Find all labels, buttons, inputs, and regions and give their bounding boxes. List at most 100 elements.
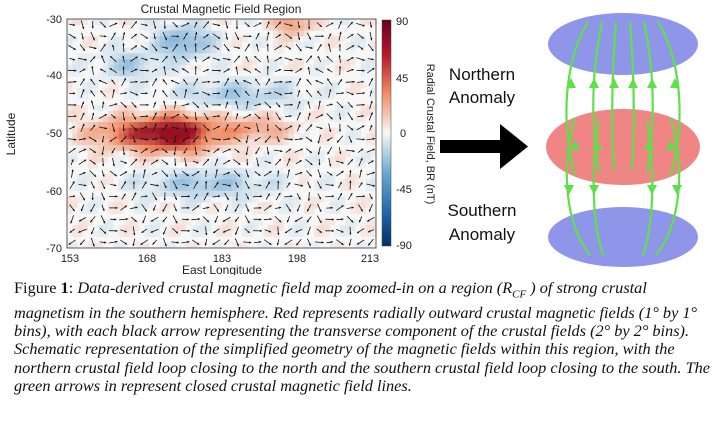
- heatmap-cell: [77, 87, 83, 94]
- field-vector-arrow: [225, 89, 229, 98]
- field-vector-arrow: [233, 55, 241, 63]
- heatmap-cell: [339, 179, 346, 186]
- field-vector-arrow: [110, 32, 116, 41]
- heatmap-cell: [345, 41, 351, 48]
- field-vector-arrow: [347, 112, 354, 121]
- heatmap-cell: [221, 173, 227, 180]
- heatmap-cell: [133, 64, 140, 71]
- heatmap-cell: [190, 190, 197, 197]
- heatmap-cell: [108, 122, 114, 129]
- field-vector-arrow: [102, 157, 105, 167]
- heatmap-cell: [195, 24, 202, 31]
- field-vector-arrow: [284, 195, 293, 198]
- heatmap-cell: [92, 207, 99, 214]
- heatmap-cell: [216, 93, 222, 100]
- heatmap-cell: [180, 179, 186, 186]
- heatmap-cell: [242, 19, 248, 26]
- field-vector-arrow: [139, 103, 149, 106]
- heatmap-cell: [288, 207, 294, 214]
- heatmap-cell: [216, 70, 222, 77]
- heatmap-cell: [67, 81, 73, 88]
- heatmap-cell: [345, 64, 351, 71]
- heatmap-cell: [77, 225, 83, 232]
- heatmap-cell: [324, 59, 330, 66]
- heatmap-cell: [365, 185, 372, 192]
- heatmap-cell: [149, 144, 155, 151]
- heatmap-cell: [139, 19, 145, 26]
- field-vector-arrow: [69, 23, 76, 26]
- field-vector-arrow: [183, 78, 188, 86]
- heatmap-cell: [211, 53, 217, 60]
- heatmap-cell: [350, 207, 356, 214]
- heatmap-cell: [350, 59, 356, 66]
- up-arrowhead-icon: [644, 140, 654, 150]
- heatmap-cell: [257, 122, 263, 129]
- heatmap-cell: [252, 225, 258, 232]
- field-vector-arrow: [263, 170, 272, 177]
- heatmap-cell: [216, 110, 222, 117]
- heatmap-cell: [133, 219, 140, 226]
- heatmap-cell: [133, 179, 140, 186]
- heatmap-cell: [170, 139, 176, 146]
- field-vector-arrow: [67, 138, 77, 141]
- heatmap-cell: [298, 30, 305, 37]
- heatmap-cell: [273, 150, 279, 157]
- field-vector-arrow: [318, 100, 321, 110]
- heatmap-cell: [236, 207, 243, 214]
- heatmap-cell: [123, 225, 130, 232]
- heatmap-cell: [319, 230, 325, 237]
- field-vector-arrow: [191, 218, 201, 221]
- heatmap-cell: [324, 179, 330, 186]
- field-vector-arrow: [277, 226, 280, 236]
- heatmap-cell: [180, 19, 186, 26]
- field-vector-arrow: [214, 158, 219, 166]
- heatmap-cell: [303, 36, 310, 43]
- heatmap-cell: [283, 179, 289, 186]
- heatmap-cell: [355, 202, 361, 209]
- heatmap-cell: [154, 133, 160, 140]
- heatmap-cell: [180, 190, 186, 197]
- heatmap-cell: [139, 47, 145, 54]
- up-arrowhead-icon: [589, 78, 599, 88]
- heatmap-cell: [128, 230, 135, 237]
- field-vector-arrow: [274, 124, 282, 131]
- heatmap-cell: [159, 53, 166, 60]
- heatmap-cell: [231, 139, 238, 146]
- heatmap-cell: [190, 19, 197, 26]
- heatmap-cell: [283, 150, 289, 157]
- field-vector-arrow: [101, 170, 105, 177]
- heatmap-cell: [144, 81, 150, 88]
- heatmap-cell: [144, 196, 150, 203]
- field-vector-arrow: [266, 112, 270, 121]
- heatmap-cell: [298, 173, 305, 180]
- heatmap-cell: [128, 19, 135, 26]
- heatmap-cell: [370, 59, 376, 66]
- heatmap-cell: [314, 225, 320, 232]
- heatmap-cell: [103, 127, 109, 134]
- heatmap-cell: [159, 162, 166, 169]
- field-vector-arrow: [266, 55, 269, 63]
- field-vector-arrow: [194, 112, 198, 121]
- field-vector-arrow: [327, 146, 333, 155]
- heatmap-cell: [108, 70, 114, 77]
- field-vector-arrow: [132, 181, 136, 189]
- heatmap-cell: [339, 242, 346, 248]
- heatmap-cell: [293, 202, 300, 209]
- field-vector-arrow: [245, 193, 250, 200]
- heatmap-cell: [72, 70, 78, 77]
- field-vector-arrow: [285, 148, 292, 153]
- heatmap-cell: [319, 185, 325, 192]
- heatmap-cell: [334, 127, 341, 134]
- heatmap-cell: [72, 122, 78, 129]
- heatmap-cell: [200, 19, 207, 26]
- up-arrowhead-icon: [666, 140, 676, 150]
- field-vector-arrow: [151, 172, 158, 176]
- heatmap-cell: [221, 219, 227, 226]
- field-vector-arrow: [67, 80, 77, 83]
- field-line: [592, 21, 604, 173]
- heatmap-cell: [180, 30, 186, 37]
- heatmap-cell: [293, 104, 300, 111]
- field-vector-arrow: [265, 181, 271, 189]
- field-vector-arrow: [110, 114, 116, 119]
- heatmap-cell: [345, 173, 351, 180]
